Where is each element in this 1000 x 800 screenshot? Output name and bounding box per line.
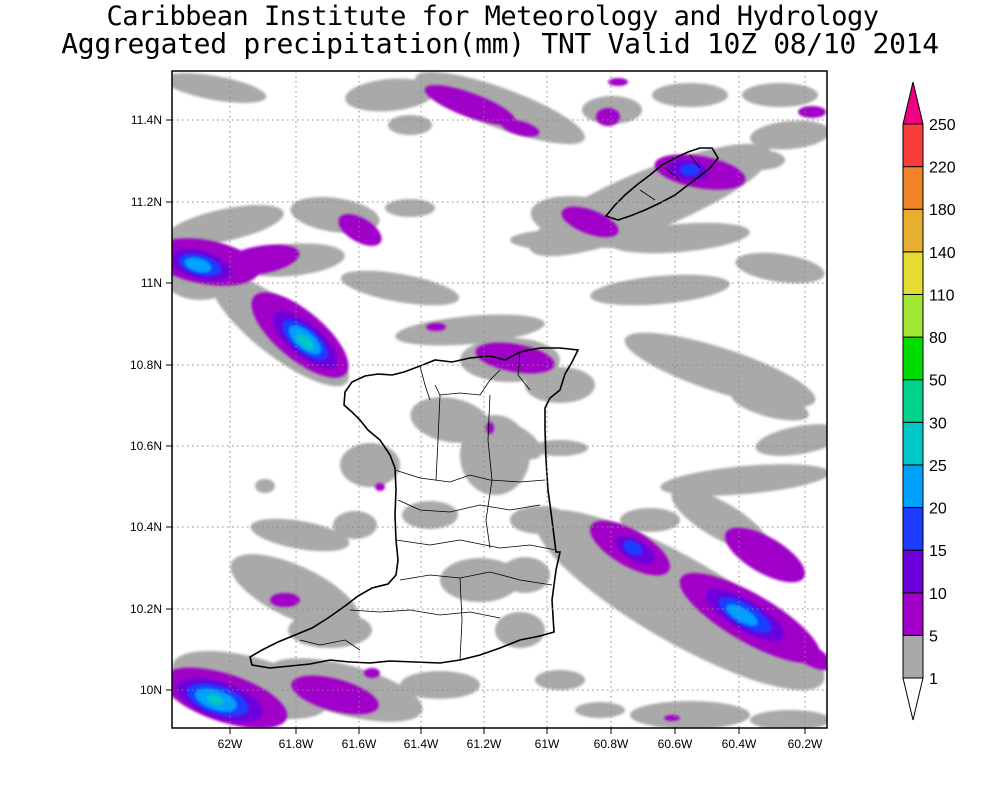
colorbar-label: 110: [929, 287, 955, 304]
colorbar-label: 50: [929, 373, 947, 390]
colorbar-segment: [902, 507, 924, 551]
colorbar-segment: [902, 293, 924, 338]
chart-subtitle: Aggregated precipitation(mm) TNT Valid 1…: [61, 27, 939, 60]
lon-label: 61W: [535, 737, 560, 751]
lat-label: 10.8N: [130, 358, 162, 372]
colorbar-segment: [902, 464, 924, 509]
colorbar-label: 140: [929, 245, 956, 262]
colorbar-label: 80: [929, 330, 947, 347]
colorbar-segment: [902, 81, 924, 125]
colorbar-segment: [902, 634, 924, 679]
colorbar-label: 180: [929, 202, 956, 219]
colorbar-segment: [902, 336, 924, 381]
precip-band-cyan: [206, 333, 315, 706]
lat-label: 10.2N: [130, 602, 162, 616]
lon-label: 60.2W: [788, 737, 823, 751]
latitude-labels: 11.4N 11.2N 11N 10.8N 10.6N 10.4N 10.2N …: [130, 113, 162, 697]
colorbar-segment: [902, 208, 924, 253]
colorbar-label: 10: [929, 586, 947, 603]
chart-title: Caribbean Institute for Meteorology and …: [106, 1, 879, 32]
lat-label: 10N: [140, 683, 162, 697]
colorbar-label: 220: [929, 160, 956, 177]
colorbar-label: 5: [929, 628, 938, 645]
colorbar-label: 250: [929, 117, 956, 134]
colorbar-segment: [902, 592, 924, 636]
colorbar-label: 25: [929, 458, 947, 475]
colorbar-segment: [902, 123, 924, 168]
lon-label: 60.8W: [594, 737, 629, 751]
lon-label: 60.4W: [722, 737, 757, 751]
colorbar-segment: [902, 251, 924, 295]
trinidad-island: [249, 347, 580, 669]
colorbar-label: 30: [929, 415, 947, 432]
axis-ticks: [166, 119, 806, 734]
lon-label: 62W: [218, 737, 243, 751]
longitude-labels: 62W 61.8W 61.6W 61.4W 61.2W 61W 60.8W 60…: [218, 737, 823, 751]
lat-label: 11.2N: [131, 195, 162, 209]
lon-label: 60.6W: [658, 737, 693, 751]
colorbar-segment: [902, 379, 924, 423]
map-gridlines: [172, 71, 827, 728]
colorbar-segment: [902, 421, 924, 466]
precipitation-field: [172, 71, 827, 728]
lon-label: 61.2W: [467, 737, 502, 751]
colorbar-label: 1: [929, 671, 938, 688]
colorbar-label: 20: [929, 501, 947, 518]
plot-frame: [171, 70, 828, 729]
lat-label: 10.4N: [130, 520, 162, 534]
colorbar-label: 15: [929, 543, 947, 560]
tobago-island: [604, 147, 719, 221]
colorbar-segment: [902, 549, 924, 594]
lon-label: 61.6W: [342, 737, 377, 751]
lat-label: 10.6N: [130, 439, 162, 453]
lon-label: 61.8W: [279, 737, 314, 751]
lat-label: 11N: [141, 276, 162, 290]
boundary-lines: [299, 154, 701, 661]
colorbar-segment: [902, 166, 924, 210]
lat-label: 11.4N: [131, 113, 162, 127]
colorbar-segment: [902, 677, 924, 721]
lon-label: 61.4W: [404, 737, 439, 751]
